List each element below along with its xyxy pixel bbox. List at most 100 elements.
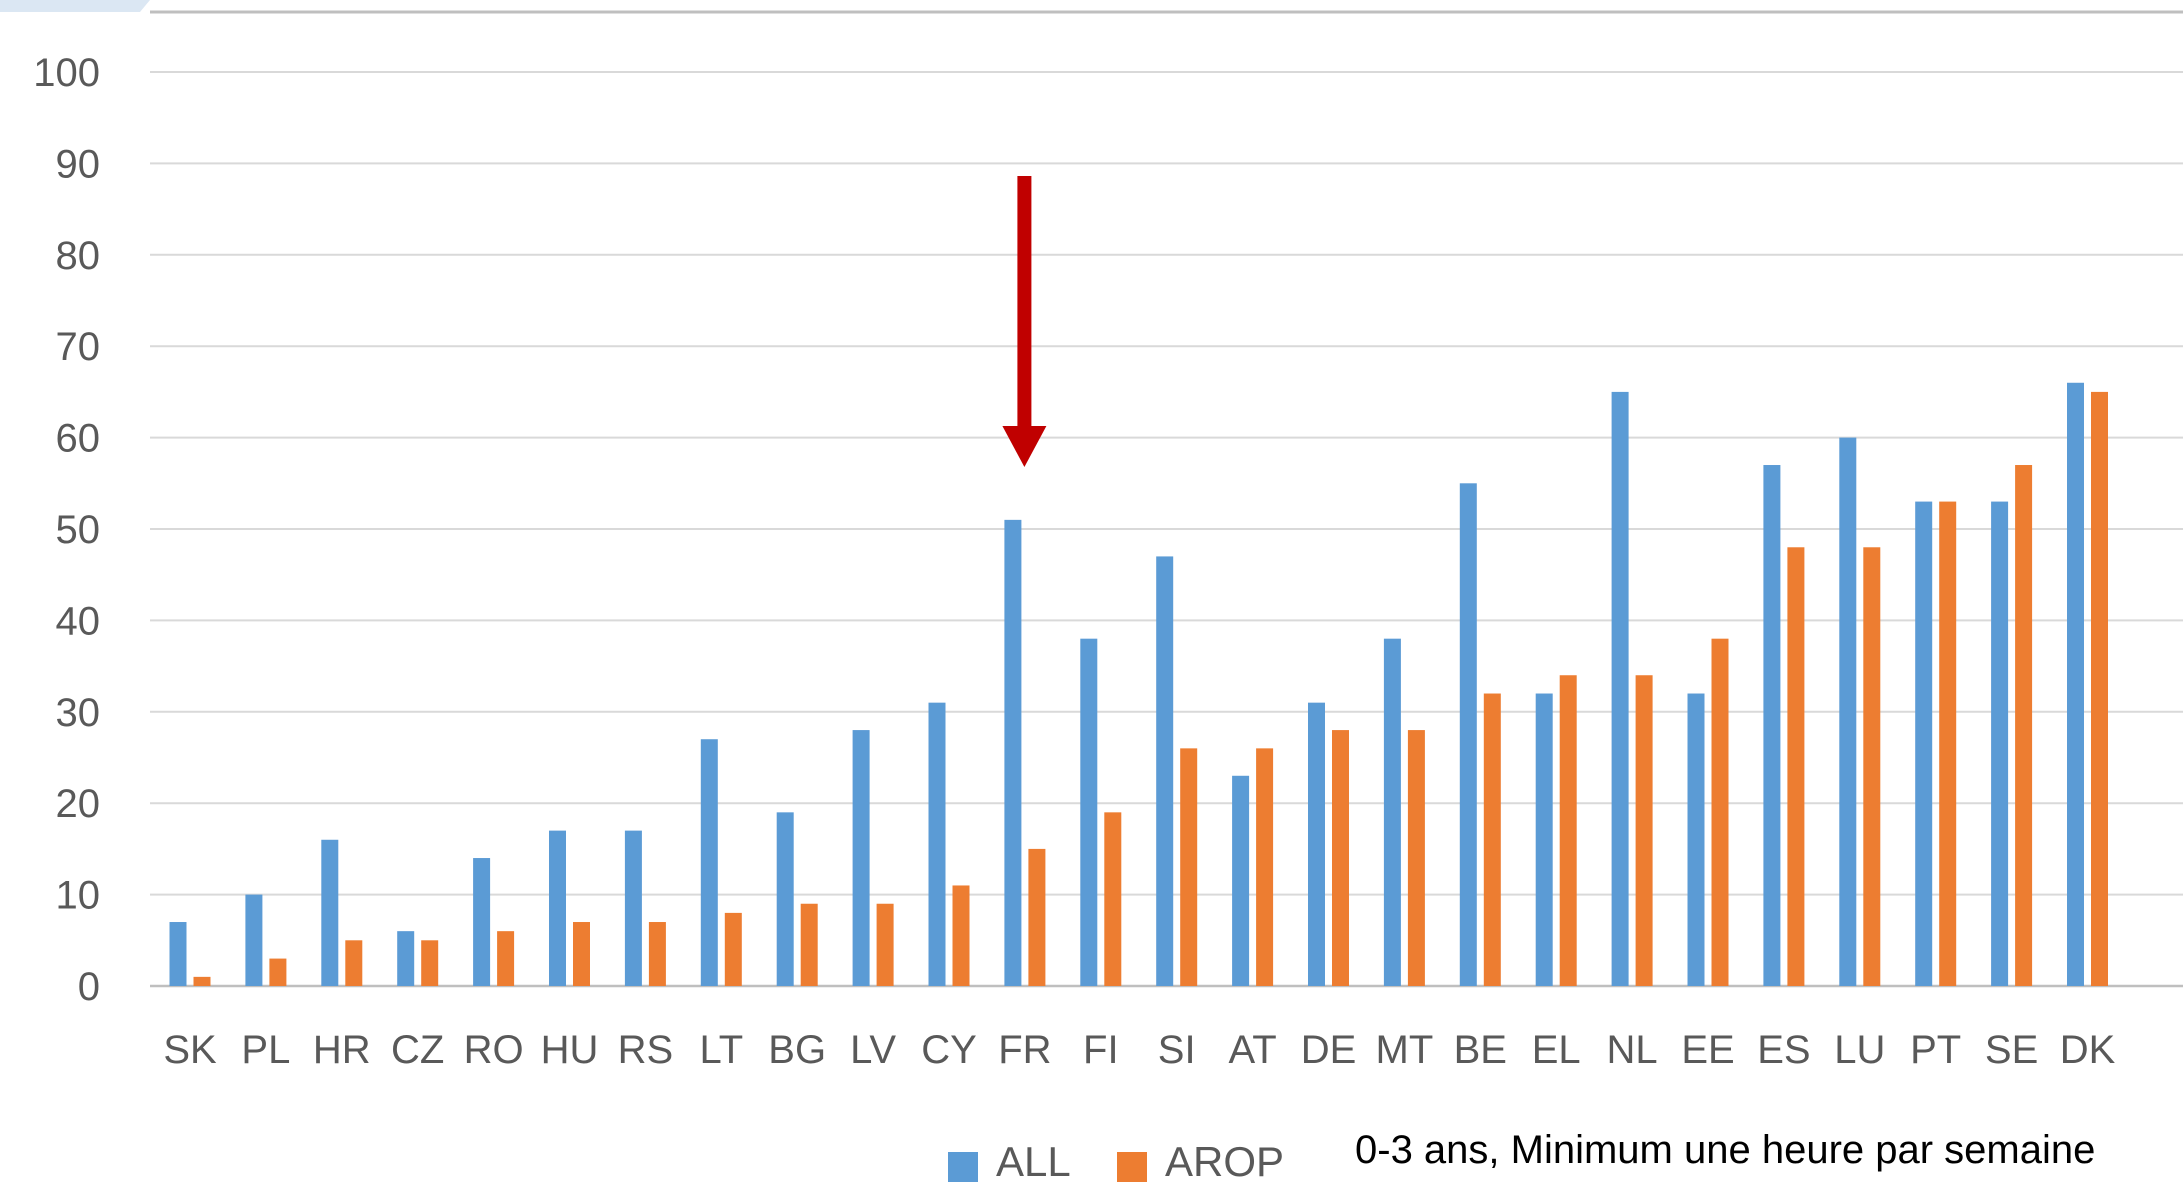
y-tick-label: 100 (33, 51, 100, 95)
x-tick-label: AT (1229, 1028, 1277, 1072)
x-tick-label: EE (1681, 1028, 1734, 1072)
y-tick-label: 20 (56, 782, 101, 826)
y-tick-label: 70 (56, 325, 101, 369)
x-tick-label: EL (1532, 1028, 1581, 1072)
bar-arop-pt (1939, 501, 1957, 986)
bars (169, 382, 2108, 987)
bar-all-bg (776, 812, 794, 986)
bar-arop-si (1180, 748, 1198, 986)
y-tick-label: 0 (78, 965, 100, 1009)
x-tick-label: CZ (391, 1028, 444, 1072)
bar-all-rs (624, 830, 642, 986)
x-tick-label: HU (541, 1028, 599, 1072)
y-tick-label: 60 (56, 417, 101, 461)
bar-arop-lu (1863, 547, 1881, 986)
y-tick-label: 30 (56, 691, 101, 735)
bar-all-nl (1611, 391, 1629, 986)
x-tick-label: LU (1834, 1028, 1885, 1072)
x-tick-label: RO (464, 1028, 524, 1072)
bar-arop-lv (876, 903, 894, 986)
y-tick-label: 90 (56, 142, 101, 186)
bar-arop-bg (800, 903, 818, 986)
x-tick-label: RS (618, 1028, 674, 1072)
bar-arop-nl (1635, 675, 1653, 986)
bar-all-dk (2067, 382, 2084, 986)
legend: ALL AROP (948, 1138, 1284, 1183)
bar-arop-dk (2091, 391, 2108, 986)
x-tick-label: NL (1607, 1028, 1658, 1072)
bar-all-ro (473, 858, 491, 986)
y-tick-label: 10 (56, 874, 101, 918)
bar-arop-el (1559, 675, 1577, 986)
bar-arop-ee (1711, 638, 1729, 986)
x-tick-label: LT (699, 1028, 743, 1072)
bar-arop-sk (193, 976, 211, 986)
bar-all-de (1308, 702, 1325, 986)
bar-arop-hu (573, 922, 590, 986)
bar-arop-es (1787, 547, 1805, 986)
legend-swatch-arop (1117, 1152, 1147, 1182)
bar-all-si (1156, 556, 1174, 986)
bar-arop-be (1483, 693, 1501, 986)
bar-all-fr (1004, 519, 1022, 986)
bar-all-lv (852, 730, 870, 986)
bar-arop-se (2015, 465, 2033, 986)
chart-note: 0-3 ans, Minimum une heure par semaine (1355, 1128, 2095, 1172)
legend-label-arop: AROP (1165, 1138, 1284, 1183)
bar-all-hr (321, 839, 339, 986)
x-tick-label: FR (998, 1028, 1051, 1072)
x-tick-label: DE (1301, 1028, 1357, 1072)
bar-arop-de (1332, 730, 1349, 986)
bar-arop-cy (952, 885, 970, 986)
x-tick-label: FI (1083, 1028, 1119, 1072)
x-tick-label: ES (1757, 1028, 1810, 1072)
bar-all-mt (1383, 638, 1401, 986)
annotation-arrow (1002, 176, 1047, 467)
bar-all-cy (928, 702, 946, 986)
bar-all-sk (169, 922, 187, 986)
x-tick-label: SI (1158, 1028, 1196, 1072)
bar-arop-mt (1407, 730, 1425, 986)
bar-all-lu (1839, 437, 1857, 987)
bar-all-el (1535, 693, 1553, 986)
corner-tab (0, 0, 150, 12)
x-tick-label: SE (1985, 1028, 2038, 1072)
bar-arop-ro (497, 931, 515, 986)
bar-all-fi (1080, 638, 1098, 986)
x-tick-label: LV (850, 1028, 896, 1072)
bar-arop-fi (1104, 812, 1122, 986)
bar-all-pt (1915, 501, 1933, 986)
x-tick-label: PL (241, 1028, 290, 1072)
y-tick-label: 80 (56, 234, 101, 278)
y-tick-label: 50 (56, 508, 101, 552)
x-tick-label: BE (1454, 1028, 1507, 1072)
bar-all-ee (1687, 693, 1705, 986)
bar-arop-lt (724, 912, 742, 986)
legend-swatch-all (948, 1152, 978, 1182)
x-tick-label: BG (768, 1028, 826, 1072)
bar-all-at (1232, 775, 1250, 986)
bar-arop-cz (421, 940, 439, 986)
x-axis-ticks: SK PL HR CZ RO HU RS LT BG LV CY FR FI SI AT DE MT BE EL NL… (163, 1028, 2115, 1072)
x-tick-label: MT (1376, 1028, 1434, 1072)
x-tick-label: PT (1910, 1028, 1961, 1072)
x-tick-label: DK (2060, 1028, 2116, 1072)
bar-all-es (1763, 465, 1781, 986)
y-axis-ticks: 0 10 20 30 40 50 60 70 80 90 100 (33, 51, 100, 1009)
bar-all-lt (700, 739, 718, 986)
bar-all-se (1991, 501, 2009, 986)
x-tick-label: HR (313, 1028, 371, 1072)
arrow-shaft (1017, 176, 1032, 429)
bar-all-hu (549, 830, 566, 986)
bar-all-cz (397, 931, 415, 986)
bar-arop-rs (648, 922, 666, 986)
x-tick-label: SK (163, 1028, 217, 1072)
bar-arop-pl (269, 958, 287, 986)
arrow-head (1002, 426, 1047, 467)
bar-all-be (1459, 483, 1477, 986)
bar-arop-hr (345, 940, 363, 986)
bar-arop-fr (1028, 848, 1046, 986)
x-tick-label: CY (921, 1028, 977, 1072)
legend-label-all: ALL (996, 1138, 1071, 1183)
